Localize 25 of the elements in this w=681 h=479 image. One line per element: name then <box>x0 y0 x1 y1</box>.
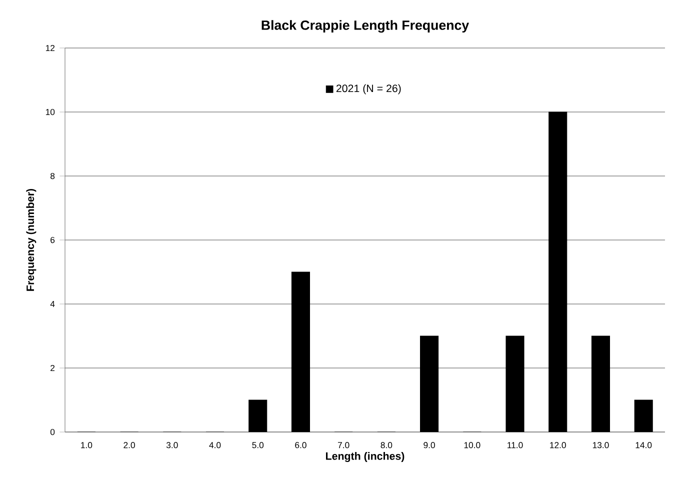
x-axis-title: Length (inches) <box>326 452 404 462</box>
y-tick-label: 12 <box>46 44 55 52</box>
y-tick-label: 2 <box>50 364 55 372</box>
y-tick-label: 0 <box>50 428 55 436</box>
x-tick-label: 13.0 <box>592 442 609 448</box>
x-tick-label: 1.0 <box>81 442 92 448</box>
y-tick-label: 10 <box>46 108 55 116</box>
x-tick-label: 12.0 <box>550 442 566 448</box>
x-tick-label: 11.0 <box>508 442 523 448</box>
x-tick-label: 3.0 <box>166 442 178 448</box>
x-tick-label: 10.0 <box>464 442 480 448</box>
y-axis-title: Frequency (number) <box>26 188 36 291</box>
y-tick-label: 4 <box>50 301 55 307</box>
y-tick-label: 6 <box>50 236 55 244</box>
chart-title: Black Crappie Length Frequency <box>262 20 470 33</box>
y-tick-label: 8 <box>50 172 55 180</box>
x-tick-label: 5.0 <box>252 442 264 448</box>
x-tick-label: 9.0 <box>424 442 435 448</box>
x-tick-label: 8.0 <box>380 442 392 448</box>
x-tick-label: 2.0 <box>124 442 135 448</box>
x-tick-label: 7.0 <box>338 442 350 448</box>
legend-label: 2021 (N = 26) <box>336 84 401 94</box>
x-tick-label: 6.0 <box>295 442 306 448</box>
x-tick-label: 4.0 <box>209 442 221 448</box>
x-tick-label: 14.0 <box>636 442 652 448</box>
